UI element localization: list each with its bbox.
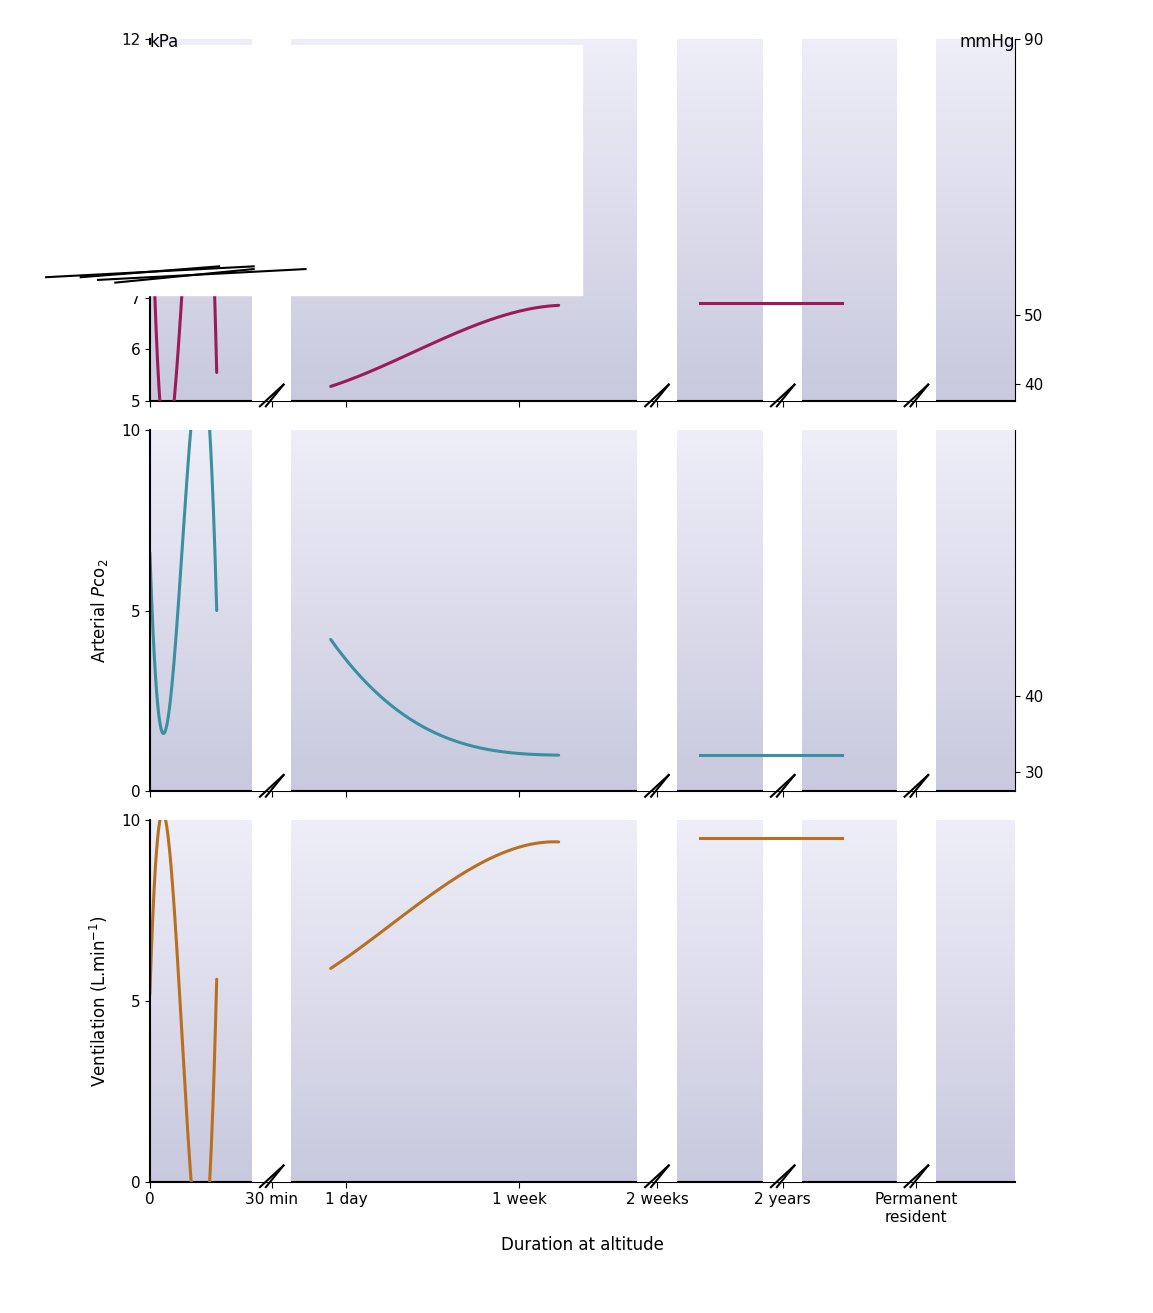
Y-axis label: Arterial $P$co$_2$: Arterial $P$co$_2$ <box>89 558 110 663</box>
X-axis label: Duration at altitude: Duration at altitude <box>500 1236 664 1254</box>
Y-axis label: Ventilation (L.min$^{-1}$): Ventilation (L.min$^{-1}$) <box>88 915 110 1087</box>
Y-axis label: Arterial $P$o$_2$: Arterial $P$o$_2$ <box>89 172 110 268</box>
Text: kPa: kPa <box>150 33 179 51</box>
Text: mmHg: mmHg <box>959 33 1015 51</box>
